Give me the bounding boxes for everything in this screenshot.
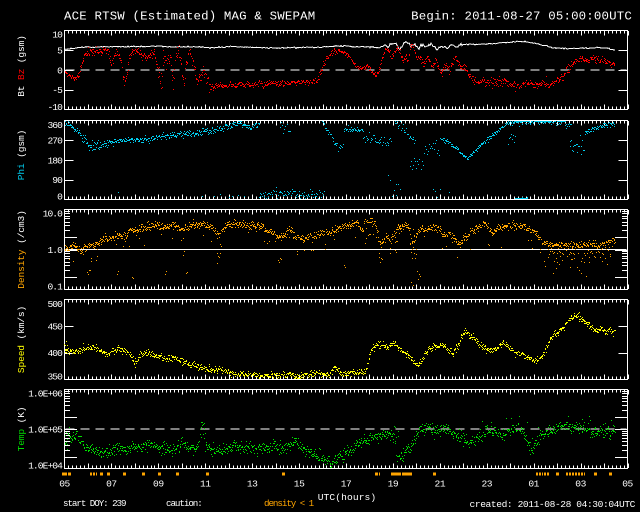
svg-text:13: 13 xyxy=(247,478,258,489)
svg-text:Density (/cm3): Density (/cm3) xyxy=(16,210,27,288)
svg-text:05: 05 xyxy=(622,478,633,489)
svg-text:05: 05 xyxy=(59,478,70,489)
svg-text:09: 09 xyxy=(153,478,164,489)
svg-text:Speed (km/s): Speed (km/s) xyxy=(16,306,27,373)
svg-text:21: 21 xyxy=(435,478,446,489)
svg-text:ACE RTSW (Estimated) MAG & SWE: ACE RTSW (Estimated) MAG & SWEPAM xyxy=(64,10,315,24)
svg-text:01: 01 xyxy=(528,478,539,489)
svg-text:-10: -10 xyxy=(47,102,63,113)
svg-text:1.0E+04: 1.0E+04 xyxy=(28,460,63,471)
svg-text:350: 350 xyxy=(47,371,63,382)
svg-text:0.1: 0.1 xyxy=(47,281,63,292)
svg-text:07: 07 xyxy=(106,478,117,489)
svg-text:0: 0 xyxy=(57,191,63,202)
svg-text:15: 15 xyxy=(294,478,305,489)
svg-text:0: 0 xyxy=(57,65,63,76)
svg-text:450: 450 xyxy=(47,321,63,332)
svg-text:11: 11 xyxy=(200,478,211,489)
svg-text:10.0: 10.0 xyxy=(43,208,64,219)
svg-text:500: 500 xyxy=(47,299,63,310)
svg-text:1.0E+06: 1.0E+06 xyxy=(28,388,63,399)
svg-text:caution:: caution: xyxy=(166,498,202,509)
svg-text:5: 5 xyxy=(57,46,63,57)
svg-text:90: 90 xyxy=(52,175,63,186)
svg-text:19: 19 xyxy=(388,478,399,489)
svg-text:Begin: 2011-08-27 05:00:00UTC: Begin: 2011-08-27 05:00:00UTC xyxy=(411,10,632,24)
svg-text:17: 17 xyxy=(341,478,352,489)
svg-text:10: 10 xyxy=(52,29,63,40)
svg-text:23: 23 xyxy=(481,478,492,489)
svg-text:1.0E+05: 1.0E+05 xyxy=(28,424,63,435)
svg-text:400: 400 xyxy=(47,348,63,359)
svg-text:Phi (gsm): Phi (gsm) xyxy=(16,130,27,180)
svg-text:180: 180 xyxy=(47,155,63,166)
svg-text:270: 270 xyxy=(47,136,63,147)
svg-text:Temp (K): Temp (K) xyxy=(16,407,27,452)
svg-text:UTC(hours): UTC(hours) xyxy=(318,492,377,503)
svg-text:created: 2011-08-28 04:30:04UT: created: 2011-08-28 04:30:04UTC xyxy=(470,499,636,510)
svg-text:360: 360 xyxy=(47,120,63,131)
svg-text:03: 03 xyxy=(575,478,586,489)
svg-text:density < 1: density < 1 xyxy=(264,498,315,509)
svg-text:Bt Bz (gsm): Bt Bz (gsm) xyxy=(16,35,27,97)
svg-text:-5: -5 xyxy=(52,85,63,96)
svg-text:1.0: 1.0 xyxy=(47,245,63,256)
svg-text:start DOY: 239: start DOY: 239 xyxy=(63,498,126,509)
